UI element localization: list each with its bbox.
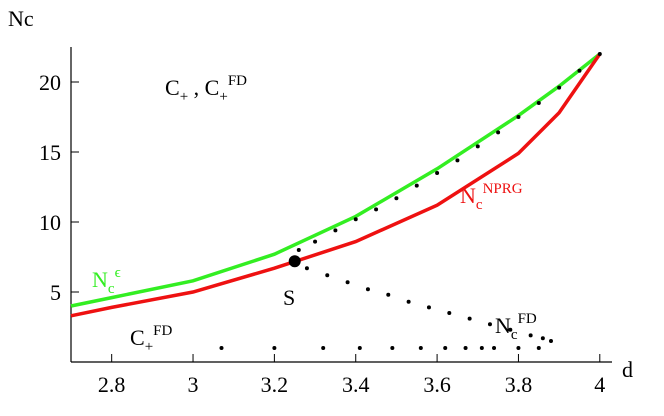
annotation: C+ , C+FD [165,73,247,105]
curve [70,53,602,318]
dot [426,305,431,310]
dot [304,266,309,271]
dot [508,327,513,332]
dot [219,346,224,350]
annotation-part: + [180,89,188,105]
annotation-part: C [165,75,180,100]
dot [548,339,553,343]
dot [528,333,533,338]
dot [394,196,399,201]
dot [536,346,541,350]
annotation-part: N [92,267,108,292]
annotation-part: FD [153,323,172,339]
x-tick-label: 4 [594,372,605,397]
dot [321,346,326,350]
dot [296,248,301,252]
annotation-part: c [108,281,115,297]
annotation-part: , C [188,75,219,100]
point-s [288,255,301,268]
annotation-part: N [495,313,511,338]
dot [374,207,379,212]
dot [353,217,358,222]
dot [406,299,411,304]
annotation-part: FD [518,311,537,327]
y-tick-label: 20 [39,70,61,95]
dot [487,322,492,327]
dot [443,346,448,350]
dot [447,311,452,315]
annotation-part: + [219,89,227,105]
curve [70,52,601,308]
dot [516,346,521,350]
annotation-part: C [130,325,145,350]
annotation-part: + [145,339,153,355]
dot [479,346,484,350]
annotation: S [283,285,295,310]
annotation-part: FD [228,73,247,89]
dot [597,52,602,56]
dot [496,130,501,135]
annotation: C+FD [130,323,172,355]
x-tick-label: 3.4 [342,372,370,397]
dot [313,239,318,244]
annotation: Ncϵ [92,265,121,297]
annotation-part: NPRG [483,181,523,197]
dot [325,273,330,278]
annotation-part: c [511,327,518,343]
y-tick-label: 5 [50,280,61,305]
x-tick-label: 3.8 [505,372,533,397]
dot [540,336,545,341]
dot [577,68,582,73]
dot [386,292,391,297]
dot [516,115,521,119]
x-tick-label: 3.2 [261,372,289,397]
dot [435,171,440,175]
dot [345,280,350,285]
dot [357,346,362,350]
dot [536,101,541,105]
annotation: NcFD [495,311,537,343]
dot [492,346,497,350]
dot [557,85,562,90]
dot [333,228,338,233]
dot [467,316,472,321]
y-axis-title: Nc [8,6,34,31]
dot [463,346,468,350]
annotation-part: c [476,197,483,213]
dot [390,346,395,350]
dot [455,158,460,163]
x-tick-label: 3 [188,372,199,397]
annotation-part: N [460,183,476,208]
x-tick-label: 2.8 [98,372,126,397]
y-tick-label: 15 [39,140,61,165]
annotation-part: S [283,285,295,310]
dot [414,183,419,188]
x-tick-label: 3.6 [423,372,451,397]
dot [475,144,480,149]
dot [418,346,423,350]
dot [272,346,277,350]
y-tick-label: 10 [39,210,61,235]
annotation: NcNPRG [460,181,523,213]
x-axis-title: d [622,357,633,382]
dot [365,287,370,292]
annotation-part: ϵ [115,265,121,281]
